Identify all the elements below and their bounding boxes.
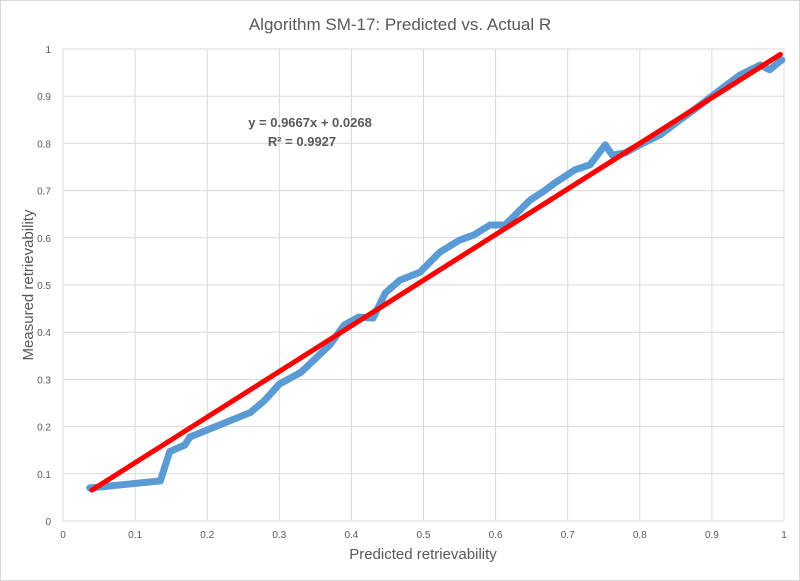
x-tick-label: 0.3 (272, 530, 286, 541)
y-tick-label: 0.5 (37, 281, 51, 292)
y-tick-label: 0.2 (37, 423, 51, 434)
x-tick-label: 0.9 (705, 530, 719, 541)
trendline-equation: y = 0.9667x + 0.0268 (248, 115, 372, 130)
trendline (89, 51, 783, 493)
x-tick-label: 0 (60, 530, 66, 541)
y-tick-label: 0.4 (37, 328, 51, 339)
y-axis-label: Measured retrievability (20, 209, 37, 360)
y-tick-label: 0.7 (37, 187, 51, 198)
x-tick-label: 1 (781, 530, 787, 541)
y-tick-label: 0.6 (37, 234, 51, 245)
x-axis-label: Predicted retrievability (349, 546, 497, 563)
x-tick-label: 0.1 (128, 530, 142, 541)
y-tick-label: 0 (45, 517, 51, 528)
x-tick-label: 0.5 (417, 530, 431, 541)
y-tick-label: 1 (45, 45, 51, 56)
y-tick-label: 0.1 (37, 470, 51, 481)
x-tick-label: 0.8 (633, 530, 647, 541)
chart-title: Algorithm SM-17: Predicted vs. Actual R (249, 15, 551, 34)
x-tick-label: 0.7 (561, 530, 575, 541)
y-tick-label: 0.8 (37, 139, 51, 150)
x-tick-label: 0.4 (344, 530, 358, 541)
trendline-r-squared: R² = 0.9927 (268, 134, 336, 149)
y-tick-label: 0.9 (37, 92, 51, 103)
y-tick-label: 0.3 (37, 375, 51, 386)
x-tick-label: 0.6 (489, 530, 503, 541)
x-tick-label: 0.2 (200, 530, 214, 541)
